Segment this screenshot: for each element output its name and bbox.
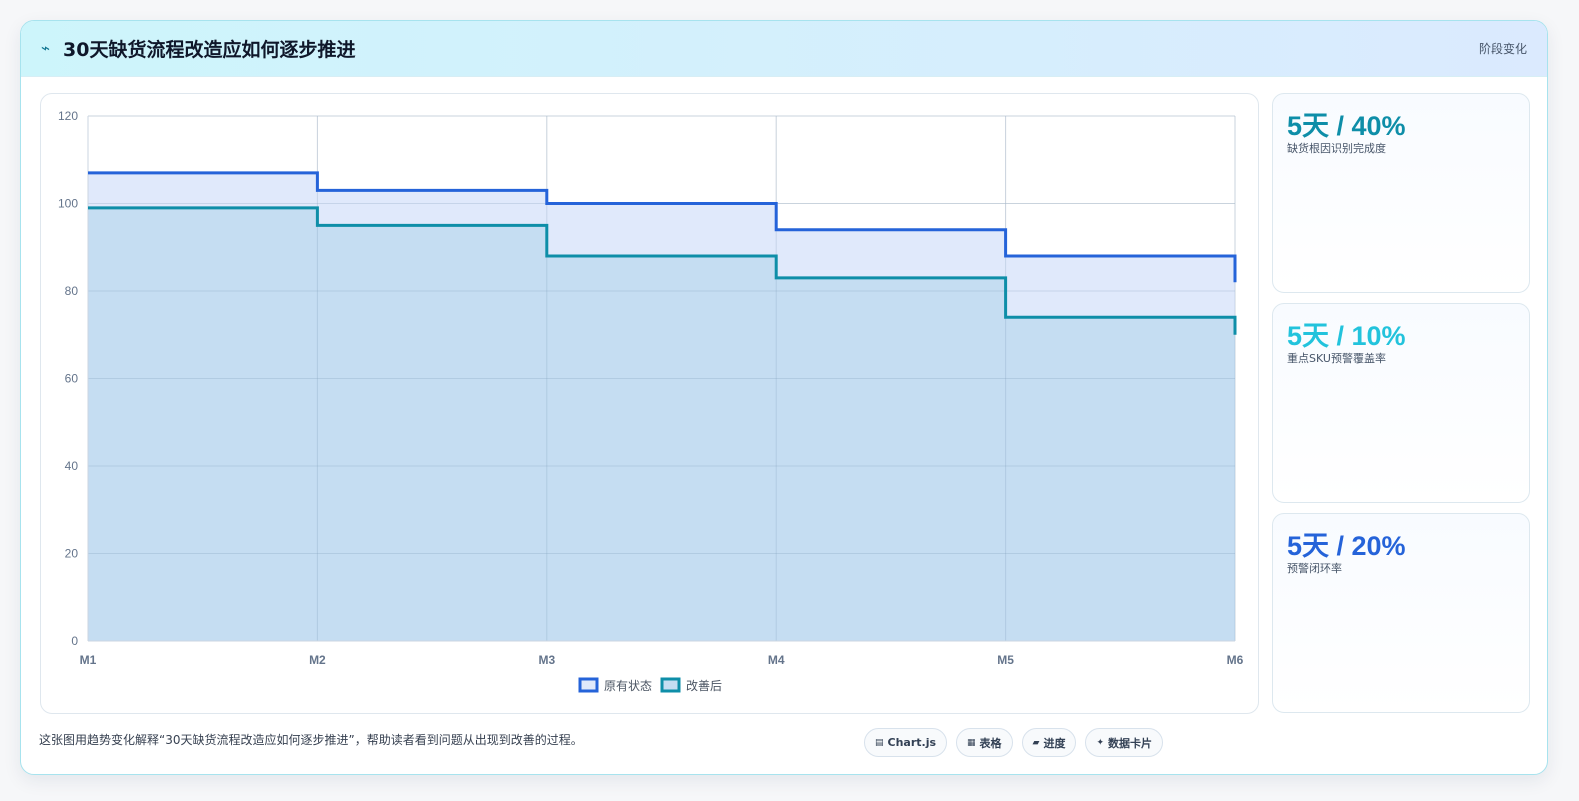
stat-card-root-cause: 5天 / 40% 缺货根因识别完成度 xyxy=(1272,93,1530,293)
y-tick-label: 40 xyxy=(65,459,79,473)
chip-data-card[interactable]: ✦ 数据卡片 xyxy=(1085,728,1164,757)
chart-icon: ▤ xyxy=(875,737,884,748)
stat-label: 预警闭环率 xyxy=(1287,562,1342,575)
chip-chartjs[interactable]: ▤ Chart.js xyxy=(864,728,948,757)
stat-card-sku-coverage: 5天 / 10% 重点SKU预警覆盖率 xyxy=(1272,303,1530,503)
chip-label: Chart.js xyxy=(887,736,937,749)
legend-swatch-0 xyxy=(578,677,599,693)
stat-card-closure-rate: 5天 / 20% 预警闭环率 xyxy=(1272,513,1530,713)
legend-label-1: 改善后 xyxy=(686,678,722,693)
x-tick-label: M2 xyxy=(309,653,326,667)
x-tick-label: M1 xyxy=(80,653,97,667)
x-tick-label: M3 xyxy=(538,653,555,667)
x-tick-label: M6 xyxy=(1227,653,1244,667)
legend-label-0: 原有状态 xyxy=(604,679,652,693)
data-card-icon: ✦ xyxy=(1096,737,1105,748)
chip-label: 表格 xyxy=(979,736,1002,750)
series-area-1 xyxy=(88,207,1235,641)
stage-change-tag: 阶段变化 xyxy=(1478,42,1527,56)
y-tick-label: 80 xyxy=(65,284,79,298)
series-line-1 xyxy=(88,206,1237,335)
x-tick-label: M4 xyxy=(768,653,785,667)
lightning-icon: ⌁ xyxy=(41,39,51,57)
y-tick-label: 100 xyxy=(58,197,78,211)
stat-label: 重点SKU预警覆盖率 xyxy=(1287,352,1386,365)
y-tick-label: 120 xyxy=(58,109,78,123)
feature-chips: ▤ Chart.js ▦ 表格 ▰ 进度 ✦ 数据卡片 xyxy=(864,728,1164,757)
chart-panel: 0 20 40 60 80 100 120 M1 M2 M3 M4 M5 M6 原有状态 改善后 xyxy=(40,93,1259,714)
progress-icon: ▰ xyxy=(1032,737,1040,748)
stat-value: 5天 / 10% xyxy=(1287,321,1406,351)
legend-swatch-1 xyxy=(660,677,681,693)
chip-table[interactable]: ▦ 表格 xyxy=(956,728,1013,757)
step-area-chart: 0 20 40 60 80 100 120 M1 M2 M3 M4 M5 M6 原有状态 改善后 xyxy=(58,109,1244,693)
y-tick-label: 60 xyxy=(65,372,79,386)
chart-description: 这张图用趋势变化解释“30天缺货流程改造应如何逐步推进”，帮助读者看到问题从出现… xyxy=(39,733,583,747)
x-tick-label: M5 xyxy=(997,653,1014,667)
stat-label: 缺货根因识别完成度 xyxy=(1287,142,1386,155)
chip-label: 进度 xyxy=(1043,736,1066,750)
page-title: 30天缺货流程改造应如何逐步推进 xyxy=(63,39,356,61)
chip-progress[interactable]: ▰ 进度 xyxy=(1021,728,1077,757)
dashboard-card: ⌁ 30天缺货流程改造应如何逐步推进 阶段变化 0 20 40 60 80 100 120 M… xyxy=(20,20,1548,775)
y-tick-label: 0 xyxy=(71,634,78,648)
stat-value: 5天 / 20% xyxy=(1287,531,1406,561)
chip-label: 数据卡片 xyxy=(1108,736,1153,750)
y-tick-label: 20 xyxy=(65,547,79,561)
series-line-0 xyxy=(88,171,1237,283)
stat-value: 5天 / 40% xyxy=(1287,111,1406,141)
card-header: ⌁ 30天缺货流程改造应如何逐步推进 阶段变化 xyxy=(21,21,1547,77)
table-icon: ▦ xyxy=(967,737,976,748)
